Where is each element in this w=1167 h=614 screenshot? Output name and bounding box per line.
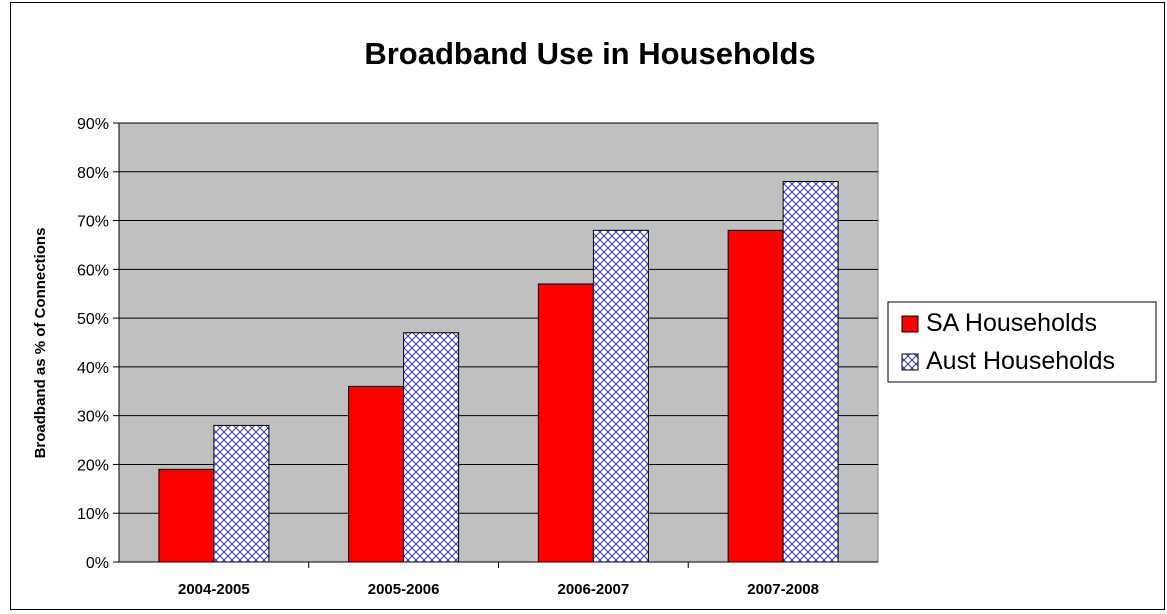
y-tick-label: 20% xyxy=(77,457,109,474)
bar-aust xyxy=(592,229,649,563)
y-tick-label: 90% xyxy=(77,116,109,133)
y-tick-label: 80% xyxy=(77,165,109,182)
y-tick-label: 40% xyxy=(77,360,109,377)
legend-box xyxy=(887,301,1157,383)
y-tick-label: 70% xyxy=(77,214,109,231)
legend: SA Households Aust Households xyxy=(887,301,1157,383)
legend-label: SA Households xyxy=(926,309,1097,337)
legend-swatch xyxy=(901,315,919,333)
legend-swatch xyxy=(901,353,919,371)
y-axis-title: Broadband as % of Connections xyxy=(32,228,49,459)
x-tick-label: 2007-2008 xyxy=(747,581,819,598)
bar-sa xyxy=(537,283,594,563)
x-tick-label: 2004-2005 xyxy=(178,581,250,598)
y-tick-label: 50% xyxy=(77,311,109,328)
y-tick-label: 0% xyxy=(86,555,109,572)
y-tick-label: 30% xyxy=(77,409,109,426)
x-tick-label: 2006-2007 xyxy=(558,581,630,598)
y-tick-label: 10% xyxy=(77,506,109,523)
bar-sa xyxy=(348,385,405,563)
bar-sa xyxy=(158,468,215,563)
bar-aust xyxy=(213,424,270,563)
chart-title: Broadband Use in Households xyxy=(364,36,815,71)
legend-label: Aust Households xyxy=(926,347,1115,375)
bar-aust xyxy=(782,181,839,563)
x-tick-label: 2005-2006 xyxy=(368,581,440,598)
bar-sa xyxy=(727,229,784,563)
bar-aust xyxy=(403,332,460,563)
plot-area: 0% 10% 20% 30% 40% 50% 60% 70% 80% 90% 2004-2005 20… xyxy=(77,116,879,598)
y-tick-label: 60% xyxy=(77,262,109,279)
